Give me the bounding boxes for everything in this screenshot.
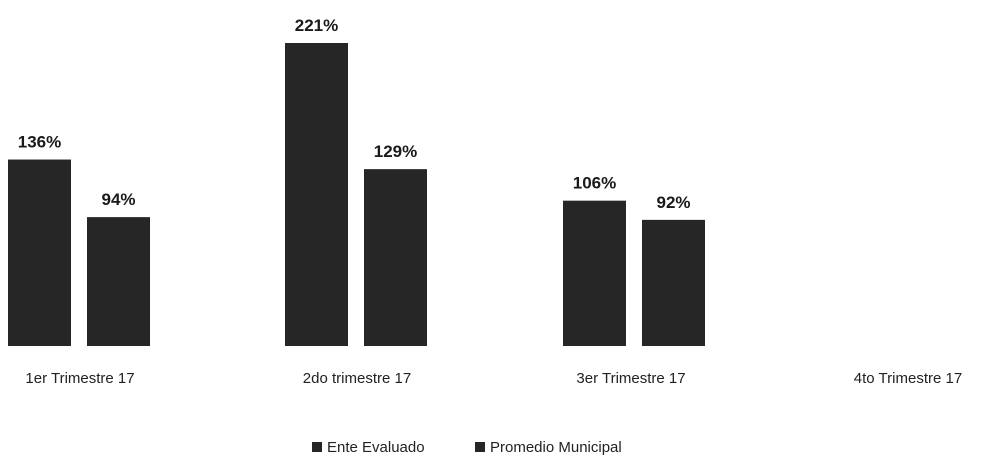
data-label-promedio-municipal-3: 92% xyxy=(656,193,690,212)
bar-promedio-municipal-3 xyxy=(642,219,705,346)
data-label-promedio-municipal-1: 94% xyxy=(101,190,135,209)
legend-item-promedio-municipal-swatch xyxy=(475,442,485,452)
legend-item-ente-evaluado-label: Ente Evaluado xyxy=(327,439,425,456)
bar-ente-evaluado-2 xyxy=(285,43,348,346)
data-label-ente-evaluado-2: 221% xyxy=(295,16,338,35)
data-label-ente-evaluado-1: 136% xyxy=(18,133,61,152)
legend-item-ente-evaluado-swatch xyxy=(312,442,322,452)
bar-ente-evaluado-1 xyxy=(8,159,71,346)
category-label-1: 1er Trimestre 17 xyxy=(25,370,134,387)
data-label-ente-evaluado-3: 106% xyxy=(573,174,616,193)
labels-layer: 136% 94% 1er Trimestre 17 221% 129% 2do trime… xyxy=(18,16,962,387)
data-label-promedio-municipal-2: 129% xyxy=(374,142,417,161)
category-label-3: 3er Trimestre 17 xyxy=(576,370,685,387)
legend: Ente Evaluado Promedio Municipal xyxy=(312,439,622,456)
bar-promedio-municipal-2 xyxy=(364,169,427,346)
bar-ente-evaluado-3 xyxy=(563,200,626,346)
legend-item-promedio-municipal-label: Promedio Municipal xyxy=(490,439,622,456)
bar-promedio-municipal-1 xyxy=(87,217,150,346)
bars-layer xyxy=(8,43,705,346)
category-label-4: 4to Trimestre 17 xyxy=(854,370,962,387)
category-label-2: 2do trimestre 17 xyxy=(303,370,411,387)
